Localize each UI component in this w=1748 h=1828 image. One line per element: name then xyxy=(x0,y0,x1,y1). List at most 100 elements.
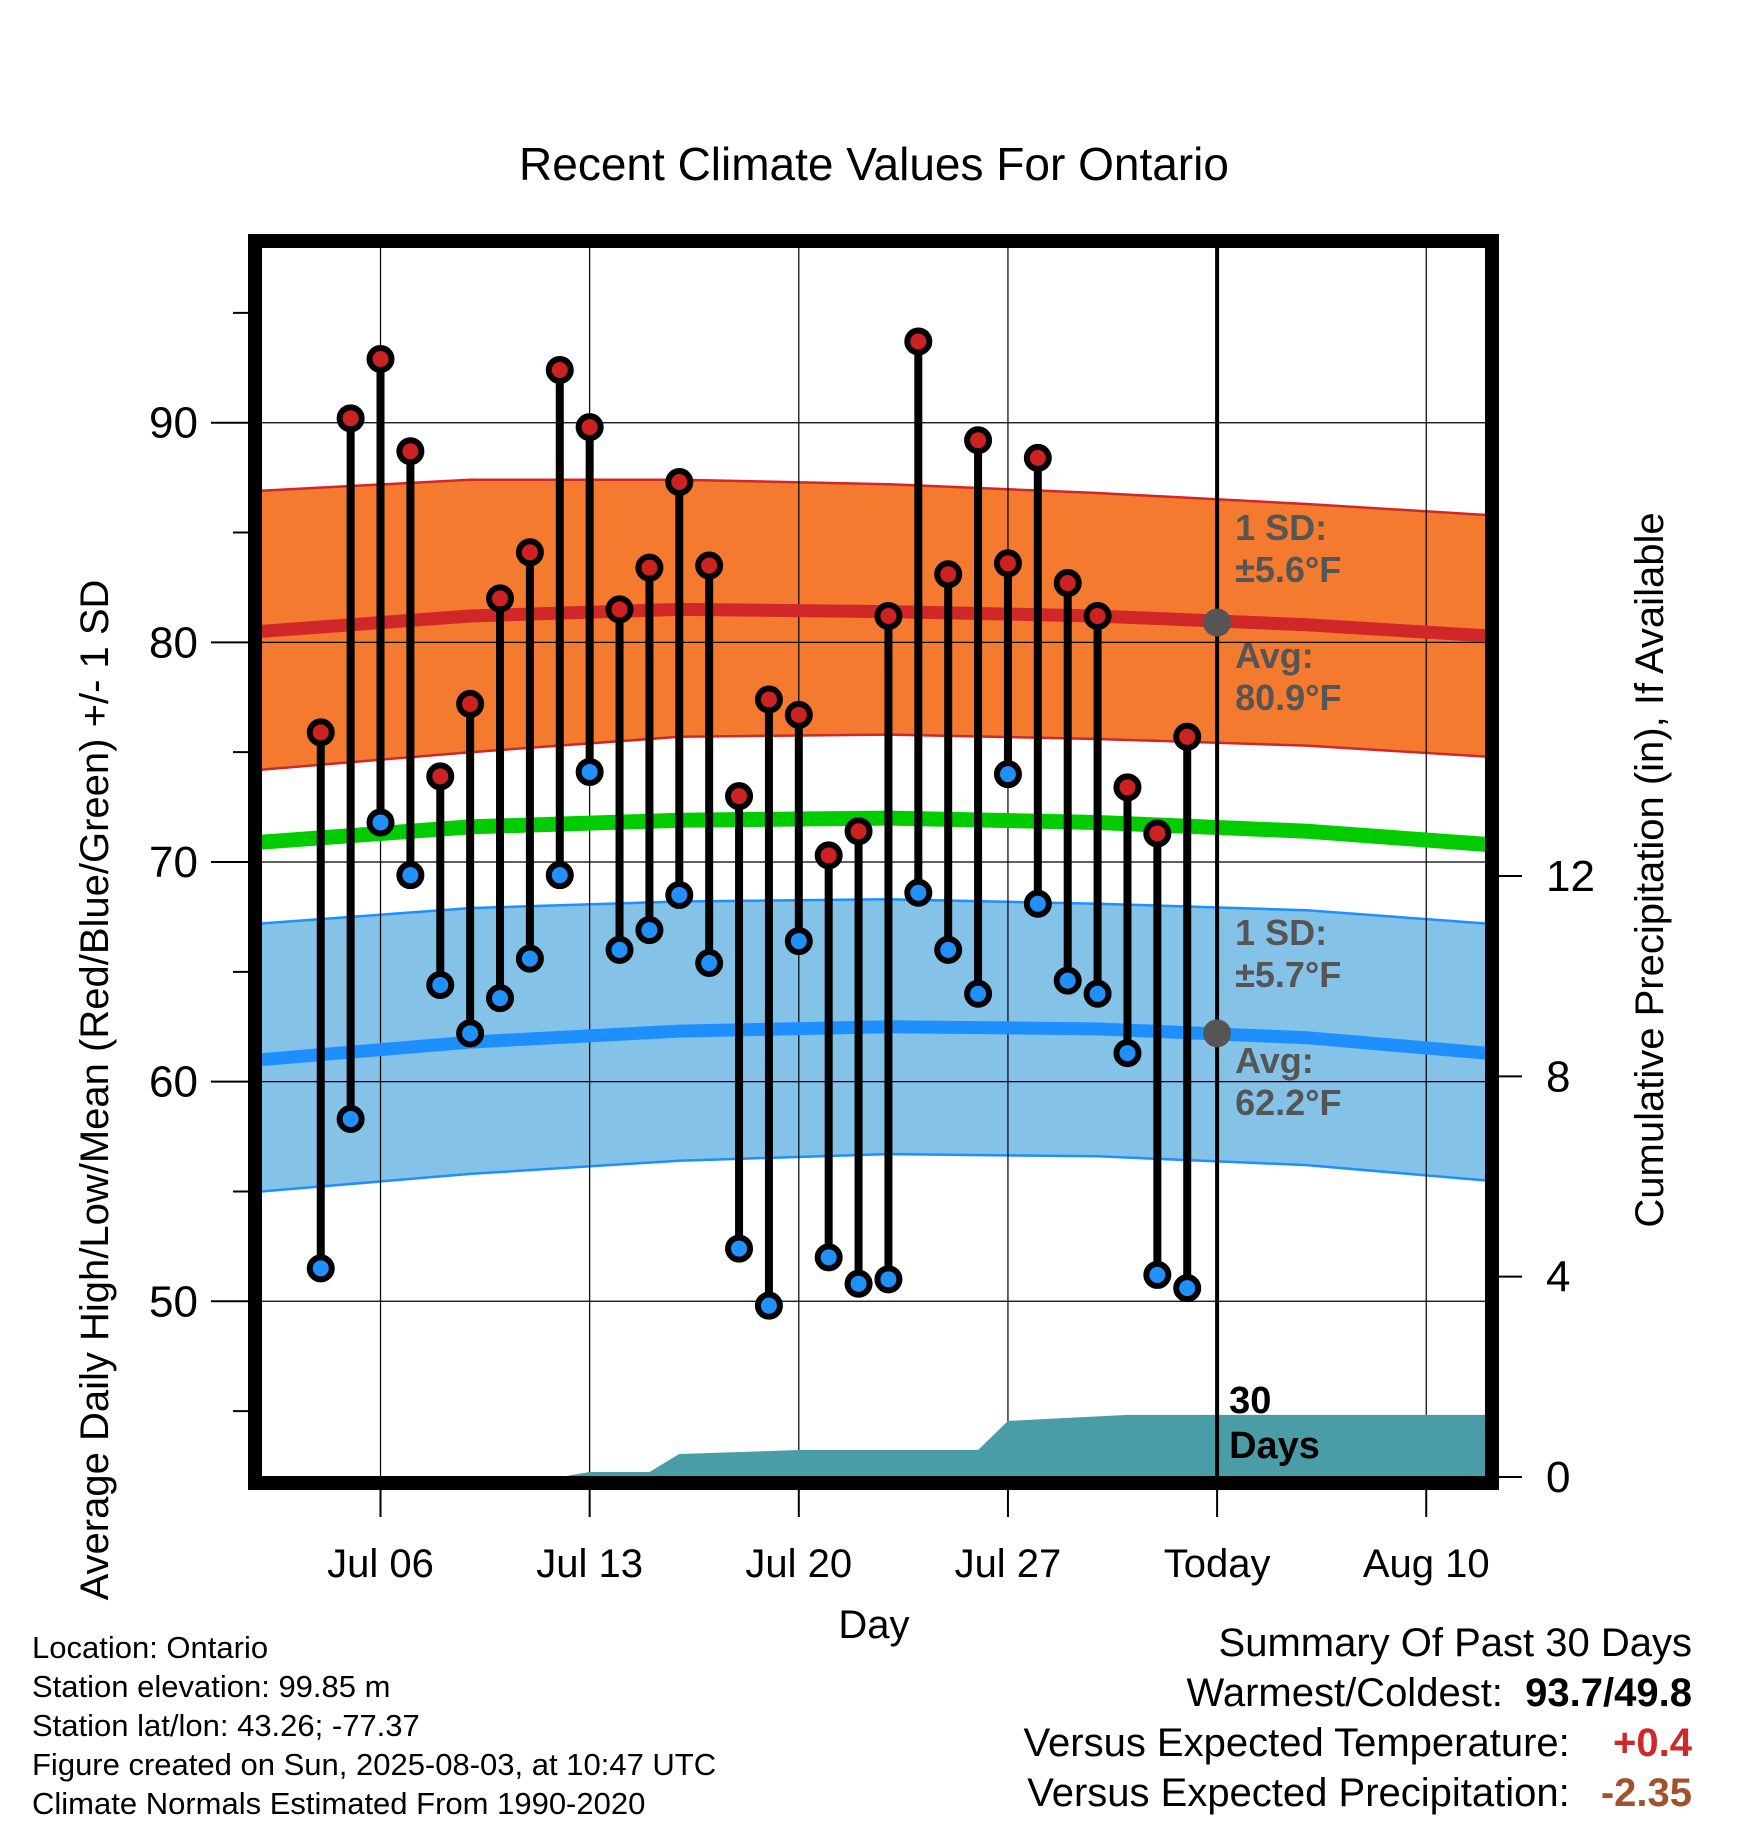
daily-high-point xyxy=(545,356,574,384)
y2-tick-label: 12 xyxy=(1546,852,1595,901)
daily-low-point xyxy=(426,971,455,999)
observations xyxy=(306,247,1220,1477)
x-tick-label: Jul 20 xyxy=(745,1542,852,1586)
warmest-coldest-label: Warmest/Coldest: xyxy=(1186,1671,1503,1715)
y-tick-label: 90 xyxy=(149,399,198,448)
y-tick-label: 60 xyxy=(149,1058,198,1107)
daily-high-point xyxy=(575,413,604,442)
low-avg-value: 62.2°F xyxy=(1235,1082,1341,1123)
daily-low-point xyxy=(1173,1274,1202,1303)
daily-high-point xyxy=(725,782,754,811)
x-axis-label: Day xyxy=(838,1603,909,1647)
daily-high-point xyxy=(695,551,724,580)
precip-anomaly-value: -2.35 xyxy=(1600,1771,1692,1815)
daily-low-point xyxy=(725,1234,754,1263)
daily-low-point xyxy=(844,1269,873,1298)
x-tick-label: Today xyxy=(1164,1542,1271,1586)
daily-high-point xyxy=(964,426,993,455)
high-sd-value: ±5.6°F xyxy=(1235,549,1341,590)
daily-low-point xyxy=(306,1254,335,1283)
daily-high-point xyxy=(1053,569,1082,598)
summary-title: Summary Of Past 30 Days xyxy=(1218,1621,1692,1665)
daily-high-point xyxy=(665,468,694,497)
chart-title: Recent Climate Values For Ontario xyxy=(519,138,1229,190)
y-tick-label: 70 xyxy=(149,838,198,887)
low-sd-label: 1 SD: xyxy=(1235,912,1327,953)
daily-high-point xyxy=(306,718,335,747)
gridlines xyxy=(261,247,1486,1477)
daily-high-point xyxy=(993,549,1022,578)
axes: 50 60 70 80 90 0 4 8 12 Jul 06 Jul 13 Jul 20 Jul 27 T… xyxy=(149,234,1595,1586)
high-sd-band xyxy=(261,479,1486,770)
daily-high-point xyxy=(1023,443,1052,472)
summary-warmest-coldest: Warmest/Coldest: 93.7/49.8 xyxy=(1024,1668,1692,1718)
daily-high-point xyxy=(814,841,843,870)
daily-high-point xyxy=(874,602,903,630)
daily-low-point xyxy=(1023,889,1052,918)
daily-high-point xyxy=(336,404,365,433)
daily-high-point xyxy=(1173,722,1202,751)
daily-high-point xyxy=(456,689,485,718)
daily-low-point xyxy=(754,1291,783,1320)
warmest-value: 93.7 xyxy=(1525,1671,1604,1715)
info-created: Figure created on Sun, 2025-08-03, at 10… xyxy=(32,1747,717,1782)
x-tick-label: Aug 10 xyxy=(1363,1542,1490,1586)
daily-high-point xyxy=(396,437,425,466)
daily-low-point xyxy=(665,880,694,909)
daily-low-point xyxy=(784,927,813,956)
normal-bands xyxy=(260,478,1487,1193)
period-label-line1: 30 xyxy=(1229,1380,1271,1422)
y-axis-label-right: Cumulative Precipitation (in), If Availa… xyxy=(1628,512,1672,1227)
mean-normal-line xyxy=(260,810,1487,852)
low-avg-label: Avg: xyxy=(1235,1040,1314,1081)
daily-low-point xyxy=(366,808,395,837)
daily-low-point xyxy=(336,1104,365,1133)
summary-panel: Summary Of Past 30 Days Warmest/Coldest:… xyxy=(1024,1618,1692,1818)
precipitation-area xyxy=(261,1414,1486,1477)
coldest-value: 49.8 xyxy=(1614,1671,1692,1715)
daily-low-point xyxy=(396,861,425,890)
daily-high-point xyxy=(1113,773,1142,802)
summary-temperature: Versus Expected Temperature: +0.4 xyxy=(1024,1718,1692,1768)
high-avg-value: 80.9°F xyxy=(1235,677,1341,718)
daily-low-point xyxy=(1113,1039,1142,1068)
precipitation-cumulative-area xyxy=(261,1414,1486,1477)
daily-low-point xyxy=(575,757,604,786)
daily-high-point xyxy=(605,595,634,624)
station-info: Location: Ontario Station elevation: 99.… xyxy=(32,1628,716,1823)
daily-high-point xyxy=(515,538,544,567)
daily-high-point xyxy=(1083,602,1112,630)
precip-anomaly-label: Versus Expected Precipitation: xyxy=(1027,1771,1570,1815)
daily-high-point xyxy=(635,553,664,582)
info-normals: Climate Normals Estimated From 1990-2020 xyxy=(32,1786,646,1821)
daily-low-point xyxy=(1143,1260,1172,1289)
info-latlon: Station lat/lon: 43.26; -77.37 xyxy=(32,1708,420,1743)
x-tick-label: Jul 27 xyxy=(955,1542,1062,1586)
daily-high-point xyxy=(486,584,515,613)
daily-low-point xyxy=(874,1265,903,1294)
daily-low-point xyxy=(456,1019,485,1048)
daily-low-point xyxy=(934,935,963,964)
temp-anomaly-label: Versus Expected Temperature: xyxy=(1023,1721,1570,1765)
y2-tick-label: 4 xyxy=(1546,1253,1570,1302)
daily-low-point xyxy=(515,944,544,973)
daily-high-point xyxy=(844,817,873,846)
x-tick-label: Jul 06 xyxy=(327,1542,434,1586)
y2-tick-label: 0 xyxy=(1546,1453,1570,1502)
low-sd-value: ±5.7°F xyxy=(1235,954,1341,995)
info-location: Location: Ontario xyxy=(32,1630,269,1665)
info-elevation: Station elevation: 99.85 m xyxy=(32,1669,391,1704)
daily-low-point xyxy=(695,949,724,978)
y2-tick-label: 8 xyxy=(1546,1052,1570,1101)
daily-high-point xyxy=(784,700,813,729)
y-axis-label-left: Average Daily High/Low/Mean (Red/Blue/Gr… xyxy=(73,580,117,1601)
low-sd-band xyxy=(261,899,1486,1192)
daily-high-point xyxy=(904,327,933,356)
daily-low-point xyxy=(1053,966,1082,995)
daily-low-point xyxy=(635,916,664,945)
daily-high-point xyxy=(934,560,963,589)
summary-precipitation: Versus Expected Precipitation: -2.35 xyxy=(1024,1768,1692,1818)
period-label-line2: Days xyxy=(1229,1425,1320,1467)
